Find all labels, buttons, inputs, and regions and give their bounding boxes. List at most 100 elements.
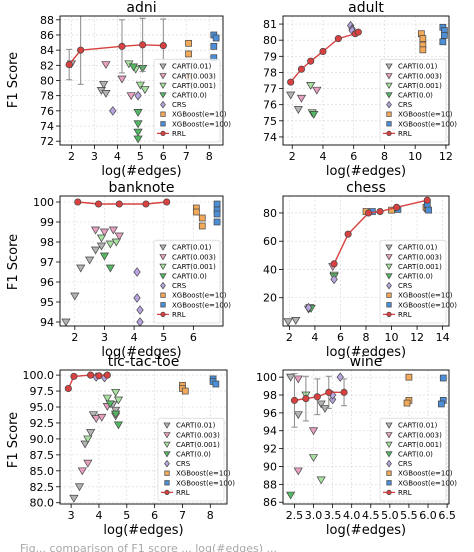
data-layer xyxy=(286,20,448,119)
legend-label: CRS xyxy=(176,460,191,468)
panel-banknote: 2 3 4 5 6 94 95 96 97 98 99 100 banknote log(#edges) C… xyxy=(33,180,231,360)
x-tick-label: 12 xyxy=(439,150,453,163)
point-RRL xyxy=(313,393,321,401)
x-tick-label: 2 xyxy=(71,331,78,344)
x-tick-label: 3 xyxy=(101,331,108,344)
point-CART(0.001) xyxy=(111,238,121,247)
panel-title: chess xyxy=(346,180,386,196)
point-CART(0.01) xyxy=(61,318,71,326)
y-tick-label: 78 xyxy=(263,66,277,79)
y-tick-label: 60 xyxy=(263,235,277,248)
panel-wine: 2.5 3.0 3.5 4.0 4.5 5.0 5.5 6.0 6.5 86 88 90 92 94 96 9… xyxy=(256,354,457,538)
rrl-line xyxy=(333,199,428,265)
legend-label: CART(0.01) xyxy=(176,422,216,430)
x-axis-label: log(#edges) xyxy=(326,345,406,360)
legend-marker xyxy=(164,480,170,486)
point-CART(0.003) xyxy=(296,94,307,103)
y-tick-label: 84 xyxy=(40,44,54,57)
point-CART(0.003) xyxy=(117,75,127,84)
point-CART(0.01) xyxy=(99,80,109,89)
point-CART(0.001) xyxy=(105,240,115,249)
legend-label: CART(0.0) xyxy=(398,92,433,100)
panel-title: adni xyxy=(126,0,156,16)
point-XGBoost(e=100) xyxy=(212,34,220,42)
point-CART(0.0) xyxy=(286,491,296,500)
x-axis-label: log(#edges) xyxy=(326,164,406,179)
legend-marker xyxy=(164,459,170,468)
x-tick-label: 2 xyxy=(289,150,296,163)
y-tick-label: 96 xyxy=(40,276,54,289)
legend-label: CART(0.001) xyxy=(172,82,216,90)
panel-tic-tac-toe: 3 4 5 6 7 8 80.0 82.5 85.0 87.5 90.0 92.5 95.0 97.5 10… xyxy=(23,354,236,538)
x-tick-label: 4 xyxy=(311,331,318,344)
point-CART(0.003) xyxy=(83,459,93,468)
point-XGBoost(e=100) xyxy=(213,210,221,218)
point-XGBoost(e=100) xyxy=(441,31,448,39)
point-CART(0.001) xyxy=(83,435,93,444)
point-RRL xyxy=(334,35,342,43)
legend: CART(0.01)CART(0.003) CART(0.001) CART(0.0… xyxy=(153,58,231,143)
point-CART(0.01) xyxy=(85,256,95,265)
x-tick-label: 6 xyxy=(350,150,357,163)
legend-label: XGBoost(e=10) xyxy=(398,292,453,300)
row-ylabels: F1 Score F1 Score F1 Score xyxy=(6,52,21,468)
plot-frame xyxy=(282,15,450,146)
point-CART(0.01) xyxy=(286,91,296,100)
legend-marker xyxy=(160,311,166,317)
x-tick-label: 8 xyxy=(381,150,388,163)
x-tick-label: 3 xyxy=(68,509,75,522)
point-CART(0.01) xyxy=(111,406,121,415)
legend-marker xyxy=(386,302,392,308)
y-tick-label: 90 xyxy=(263,460,277,473)
point-XGBoost(e=100) xyxy=(213,218,221,226)
point-CART(0.001) xyxy=(306,81,316,90)
x-tick-label: 7 xyxy=(179,509,186,522)
y-tick-label: 86 xyxy=(40,29,54,42)
point-CRS xyxy=(330,274,338,285)
point-CART(0.01) xyxy=(283,318,293,326)
legend-marker xyxy=(159,263,167,270)
point-RRL xyxy=(340,388,348,396)
y-tick-label: 79 xyxy=(263,50,277,63)
legend-marker xyxy=(385,441,393,448)
legend-label: XGBoost(e=100) xyxy=(176,479,235,487)
legend-marker xyxy=(385,73,393,80)
legend-marker xyxy=(386,121,392,127)
legend-label: CRS xyxy=(172,282,187,290)
x-axis-label: log(#edges) xyxy=(103,523,183,538)
point-RRL xyxy=(297,65,305,73)
point-CART(0.001) xyxy=(308,454,319,463)
point-XGBoost(e=10) xyxy=(198,214,206,222)
point-XGBoost(e=100) xyxy=(439,374,447,382)
legend-marker xyxy=(160,130,166,136)
legend-marker xyxy=(159,82,167,89)
point-CART(0.003) xyxy=(312,86,322,95)
ticks: 2 4 6 8 10 12 74 75 76 77 78 79 80 81 xyxy=(263,18,453,163)
point-RRL xyxy=(139,41,147,49)
point-CRS xyxy=(134,90,142,101)
y-tick-label: 76 xyxy=(263,99,277,112)
legend-marker xyxy=(160,281,166,290)
point-RRL xyxy=(95,372,103,380)
point-CART(0.0) xyxy=(133,135,143,144)
point-CART(0.003) xyxy=(293,467,303,476)
legend-box xyxy=(379,417,447,502)
point-RRL xyxy=(376,207,384,216)
legend-label: XGBoost(e=100) xyxy=(398,120,457,128)
point-RRL xyxy=(423,196,431,204)
point-CRS xyxy=(136,305,144,315)
legend-marker xyxy=(385,273,393,280)
y-tick-label: 95.0 xyxy=(30,401,55,414)
legend-marker xyxy=(163,432,171,439)
legend-label: CART(0.001) xyxy=(398,82,442,90)
point-CART(0.003) xyxy=(99,228,110,237)
y-tick-label: 76 xyxy=(40,105,54,118)
point-XGBoost(e=100) xyxy=(210,43,218,50)
legend-label: XGBoost(e=10) xyxy=(398,111,453,119)
point-XGBoost(e=100) xyxy=(425,206,432,214)
point-CART(0.01) xyxy=(88,411,99,420)
y-tick-label: 74 xyxy=(263,131,277,144)
point-CRS xyxy=(136,317,144,326)
x-axis-label: log(#edges) xyxy=(101,345,181,360)
point-CART(0.01) xyxy=(80,440,90,449)
